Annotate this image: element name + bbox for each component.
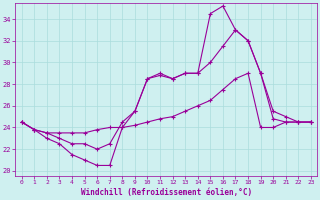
X-axis label: Windchill (Refroidissement éolien,°C): Windchill (Refroidissement éolien,°C) — [81, 188, 252, 197]
